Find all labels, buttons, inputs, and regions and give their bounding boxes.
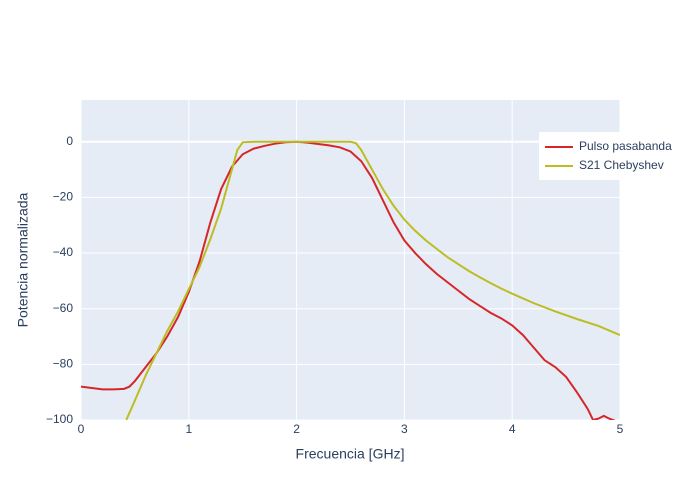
plot-area (81, 100, 620, 420)
x-tick-label: 3 (401, 422, 408, 436)
x-tick-label: 4 (509, 422, 516, 436)
y-tick-label: −20 (53, 190, 74, 204)
legend-label: S21 Chebyshev (579, 158, 664, 172)
x-tick-label: 1 (185, 422, 192, 436)
legend-label: Pulso pasabanda (579, 139, 672, 153)
y-tick-label: −60 (53, 301, 74, 315)
y-tick-label: 0 (66, 134, 73, 148)
y-axis-title: Potencia normalizada (15, 192, 31, 327)
y-tick-label: −80 (53, 357, 74, 371)
x-tick-label: 2 (293, 422, 300, 436)
x-tick-label: 0 (78, 422, 85, 436)
legend (539, 132, 679, 180)
y-tick-label: −40 (53, 245, 74, 259)
y-tick-label: −100 (46, 412, 73, 426)
x-tick-label: 5 (617, 422, 624, 436)
series-line (81, 140, 616, 420)
x-axis-title: Frecuencia [GHz] (296, 446, 405, 462)
series-line (125, 140, 620, 420)
